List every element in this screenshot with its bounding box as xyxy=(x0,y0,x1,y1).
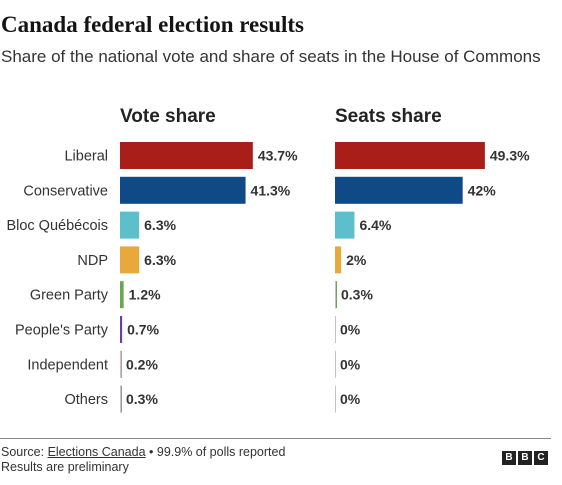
category-label: People's Party xyxy=(15,323,109,339)
bar xyxy=(120,316,123,343)
preliminary-note: Results are preliminary xyxy=(1,460,129,474)
bar xyxy=(120,246,140,274)
chart-title: Canada federal election results xyxy=(1,12,305,37)
category-label: NDP xyxy=(77,253,108,269)
category-label: Bloc Québécois xyxy=(6,218,108,234)
data-label: 0% xyxy=(340,322,361,338)
bar-chart: Liberal Conservative Bloc Québécois NDP Gree… xyxy=(6,106,530,413)
bar xyxy=(120,211,140,239)
bar xyxy=(120,281,124,309)
data-label: 43.7% xyxy=(258,148,298,164)
bbc-logo-letter: C xyxy=(534,451,548,465)
bar xyxy=(120,142,253,169)
data-label: 0.3% xyxy=(126,391,158,407)
bar xyxy=(335,176,463,204)
data-label: 2% xyxy=(346,252,367,268)
source-suffix: • 99.9% of polls reported xyxy=(145,445,286,459)
bar xyxy=(335,211,355,239)
chart-subtitle: Share of the national vote and share of … xyxy=(1,47,541,66)
data-label: 0.2% xyxy=(126,356,158,372)
bar xyxy=(335,142,485,169)
data-label: 41.3% xyxy=(251,182,291,198)
bar xyxy=(120,176,246,204)
bbc-logo-letter: B xyxy=(518,451,532,465)
category-label: Others xyxy=(64,392,108,408)
category-label: Liberal xyxy=(64,149,108,165)
data-label: 42% xyxy=(468,182,497,198)
data-label: 1.2% xyxy=(129,287,161,303)
data-label: 0.7% xyxy=(127,322,159,338)
bar xyxy=(335,246,342,274)
bbc-logo-letter: B xyxy=(502,451,516,465)
data-label: 0% xyxy=(340,391,361,407)
data-label: 6.3% xyxy=(144,252,176,268)
source-link[interactable]: Elections Canada xyxy=(47,445,146,459)
panel-title: Seats share xyxy=(335,106,442,127)
data-label: 0.3% xyxy=(341,287,373,303)
data-label: 6.4% xyxy=(359,217,391,233)
panel-title: Vote share xyxy=(120,106,216,127)
data-label: 49.3% xyxy=(490,148,530,164)
category-label: Independent xyxy=(27,357,108,373)
data-label: 6.3% xyxy=(144,217,176,233)
footer-divider xyxy=(0,438,551,439)
category-label: Conservative xyxy=(23,183,108,199)
source-prefix: Source: xyxy=(1,445,48,459)
data-label: 0% xyxy=(340,356,361,372)
category-label: Green Party xyxy=(30,288,109,304)
bbc-logo: B B C xyxy=(502,451,548,465)
source-note: Source: Elections Canada • 99.9% of poll… xyxy=(1,445,285,475)
